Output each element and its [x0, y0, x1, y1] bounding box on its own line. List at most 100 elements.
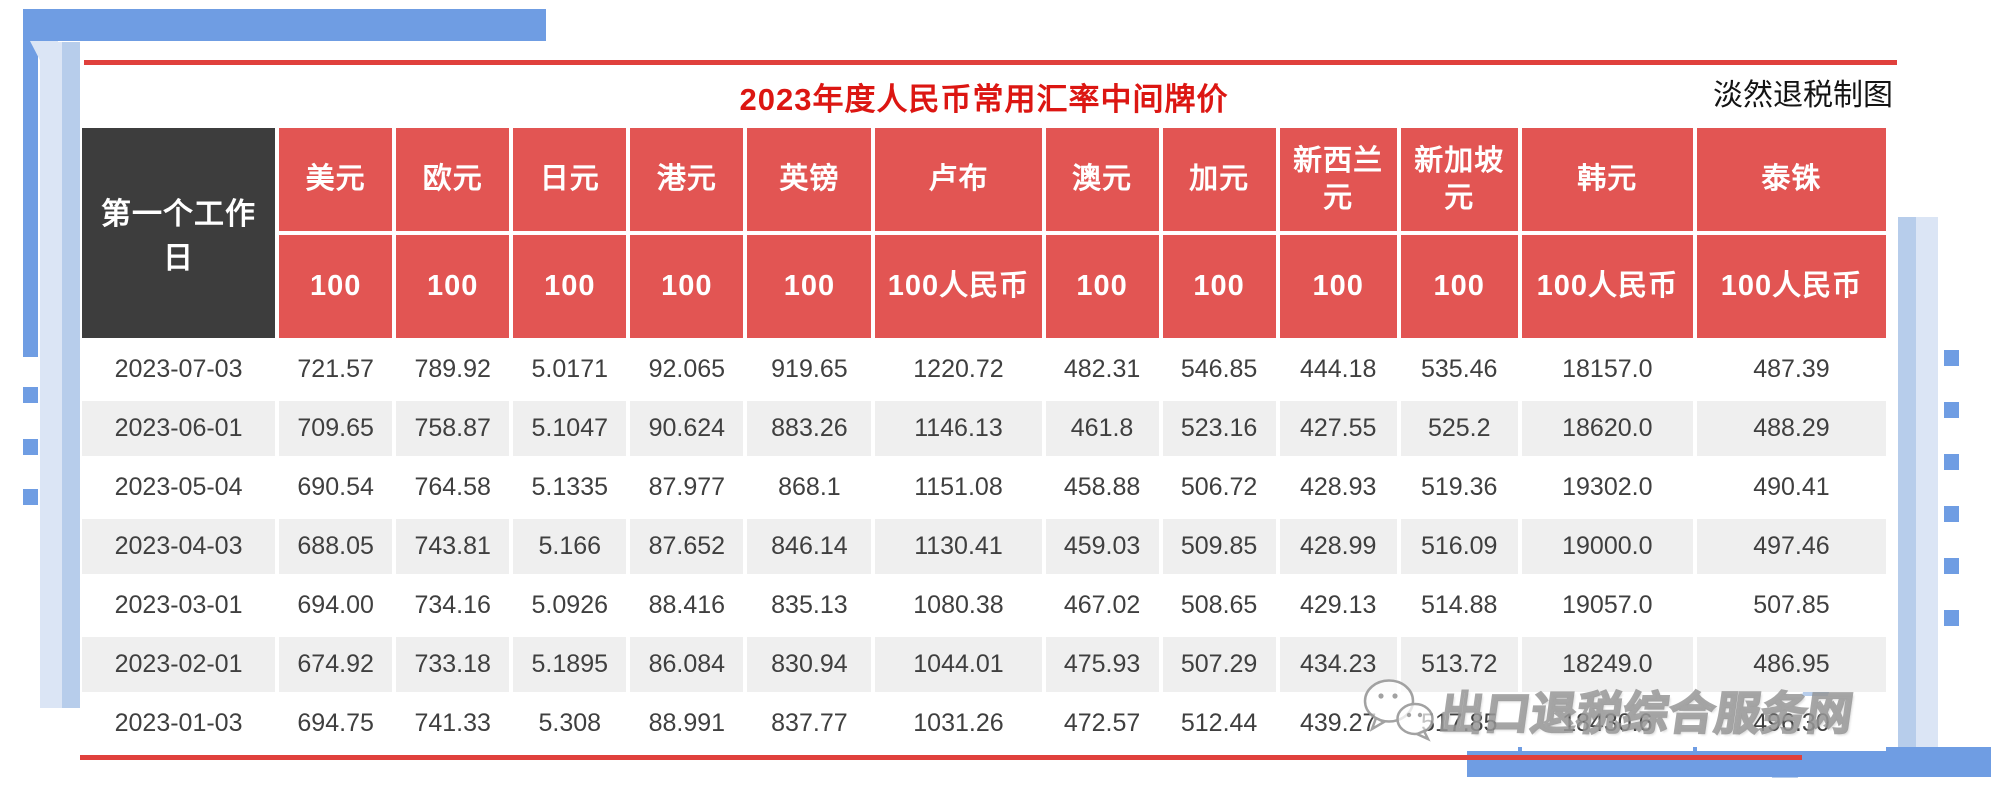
column-header: 港元: [630, 128, 744, 231]
value-cell: 523.16: [1162, 401, 1276, 456]
value-cell: 835.13: [747, 578, 872, 633]
table-row: 2023-07-03 721.57 789.92 5.0171 92.065 919.65…: [82, 342, 1886, 397]
decor-top-left-vertical-bar: [23, 9, 38, 357]
corner-header: 第一个工作日: [82, 128, 276, 338]
value-cell: 427.55: [1279, 401, 1397, 456]
value-cell: 461.8: [1045, 401, 1159, 456]
value-cell: 674.92: [279, 637, 393, 692]
table-body: 2023-07-03 721.57 789.92 5.0171 92.065 919.65…: [82, 342, 1886, 751]
column-header: 新加坡元: [1400, 128, 1518, 231]
value-cell: 516.09: [1400, 519, 1518, 574]
value-cell: 525.2: [1400, 401, 1518, 456]
value-cell: 733.18: [396, 637, 510, 692]
date-cell: 2023-07-03: [82, 342, 276, 397]
value-cell: 467.02: [1045, 578, 1159, 633]
decor-left-square: [23, 489, 38, 505]
value-cell: 764.58: [396, 460, 510, 515]
value-cell: 5.1895: [513, 637, 627, 692]
value-cell: 459.03: [1045, 519, 1159, 574]
value-cell: 19000.0: [1521, 519, 1693, 574]
column-header: 美元: [279, 128, 393, 231]
unit-header: 100: [1162, 235, 1276, 338]
table-row: 2023-01-03 694.75 741.33 5.308 88.991 837.77 1…: [82, 696, 1886, 751]
value-cell: 475.93: [1045, 637, 1159, 692]
decor-bottom-right-horizontal-bar: [1467, 747, 1991, 777]
value-cell: 496.30: [1696, 696, 1886, 751]
value-cell: 86.084: [630, 637, 744, 692]
value-cell: 734.16: [396, 578, 510, 633]
value-cell: 5.308: [513, 696, 627, 751]
value-cell: 472.57: [1045, 696, 1159, 751]
value-cell: 497.46: [1696, 519, 1886, 574]
column-header: 加元: [1162, 128, 1276, 231]
value-cell: 1044.01: [875, 637, 1042, 692]
value-cell: 5.1047: [513, 401, 627, 456]
column-header: 卢布: [875, 128, 1042, 231]
value-cell: 487.39: [1696, 342, 1886, 397]
value-cell: 514.88: [1400, 578, 1518, 633]
table-head: 第一个工作日 美元 欧元 日元 港元 英镑 卢布 澳元 加元 新西兰元 新加坡元 韩元 泰铢 100 100…: [82, 128, 1886, 338]
value-cell: 688.05: [279, 519, 393, 574]
value-cell: 92.065: [630, 342, 744, 397]
value-cell: 482.31: [1045, 342, 1159, 397]
value-cell: 830.94: [747, 637, 872, 692]
value-cell: 868.1: [747, 460, 872, 515]
column-header: 欧元: [396, 128, 510, 231]
value-cell: 490.41: [1696, 460, 1886, 515]
value-cell: 486.95: [1696, 637, 1886, 692]
value-cell: 509.85: [1162, 519, 1276, 574]
unit-header: 100: [1400, 235, 1518, 338]
column-header: 泰铢: [1696, 128, 1886, 231]
value-cell: 88.991: [630, 696, 744, 751]
column-header: 韩元: [1521, 128, 1693, 231]
value-cell: 1080.38: [875, 578, 1042, 633]
value-cell: 507.85: [1696, 578, 1886, 633]
value-cell: 87.652: [630, 519, 744, 574]
decor-right-square: [1944, 350, 1959, 366]
value-cell: 517.85: [1400, 696, 1518, 751]
value-cell: 513.72: [1400, 637, 1518, 692]
value-cell: 512.44: [1162, 696, 1276, 751]
unit-header: 100: [747, 235, 872, 338]
column-header: 日元: [513, 128, 627, 231]
unit-header: 100: [1279, 235, 1397, 338]
value-cell: 18249.0: [1521, 637, 1693, 692]
value-cell: 789.92: [396, 342, 510, 397]
unit-header: 100人民币: [1696, 235, 1886, 338]
unit-header: 100: [279, 235, 393, 338]
date-cell: 2023-03-01: [82, 578, 276, 633]
value-cell: 87.977: [630, 460, 744, 515]
value-cell: 488.29: [1696, 401, 1886, 456]
value-cell: 18157.0: [1521, 342, 1693, 397]
table-row: 2023-02-01 674.92 733.18 5.1895 86.084 830.94…: [82, 637, 1886, 692]
decor-right-square: [1944, 454, 1959, 470]
value-cell: 429.13: [1279, 578, 1397, 633]
value-cell: 846.14: [747, 519, 872, 574]
value-cell: 5.0171: [513, 342, 627, 397]
bottom-rule: [80, 755, 1802, 760]
value-cell: 721.57: [279, 342, 393, 397]
column-header: 英镑: [747, 128, 872, 231]
table-row: 2023-06-01 709.65 758.87 5.1047 90.624 883.26…: [82, 401, 1886, 456]
value-cell: 1151.08: [875, 460, 1042, 515]
page-title: 2023年度人民币常用汇率中间牌价: [739, 82, 1229, 117]
value-cell: 18620.0: [1521, 401, 1693, 456]
value-cell: 546.85: [1162, 342, 1276, 397]
decor-right-square: [1944, 610, 1959, 626]
value-cell: 535.46: [1400, 342, 1518, 397]
unit-header: 100: [1045, 235, 1159, 338]
value-cell: 428.93: [1279, 460, 1397, 515]
value-cell: 883.26: [747, 401, 872, 456]
unit-header: 100人民币: [875, 235, 1042, 338]
value-cell: 919.65: [747, 342, 872, 397]
decor-left-square: [23, 387, 38, 403]
decor-right-square: [1944, 558, 1959, 574]
value-cell: 90.624: [630, 401, 744, 456]
value-cell: 5.166: [513, 519, 627, 574]
decor-right-strip-inner: [1898, 217, 1916, 757]
column-header: 澳元: [1045, 128, 1159, 231]
credit-label: 淡然退税制图: [1713, 79, 1893, 112]
value-cell: 694.75: [279, 696, 393, 751]
table-row: 2023-03-01 694.00 734.16 5.0926 88.416 835.13…: [82, 578, 1886, 633]
